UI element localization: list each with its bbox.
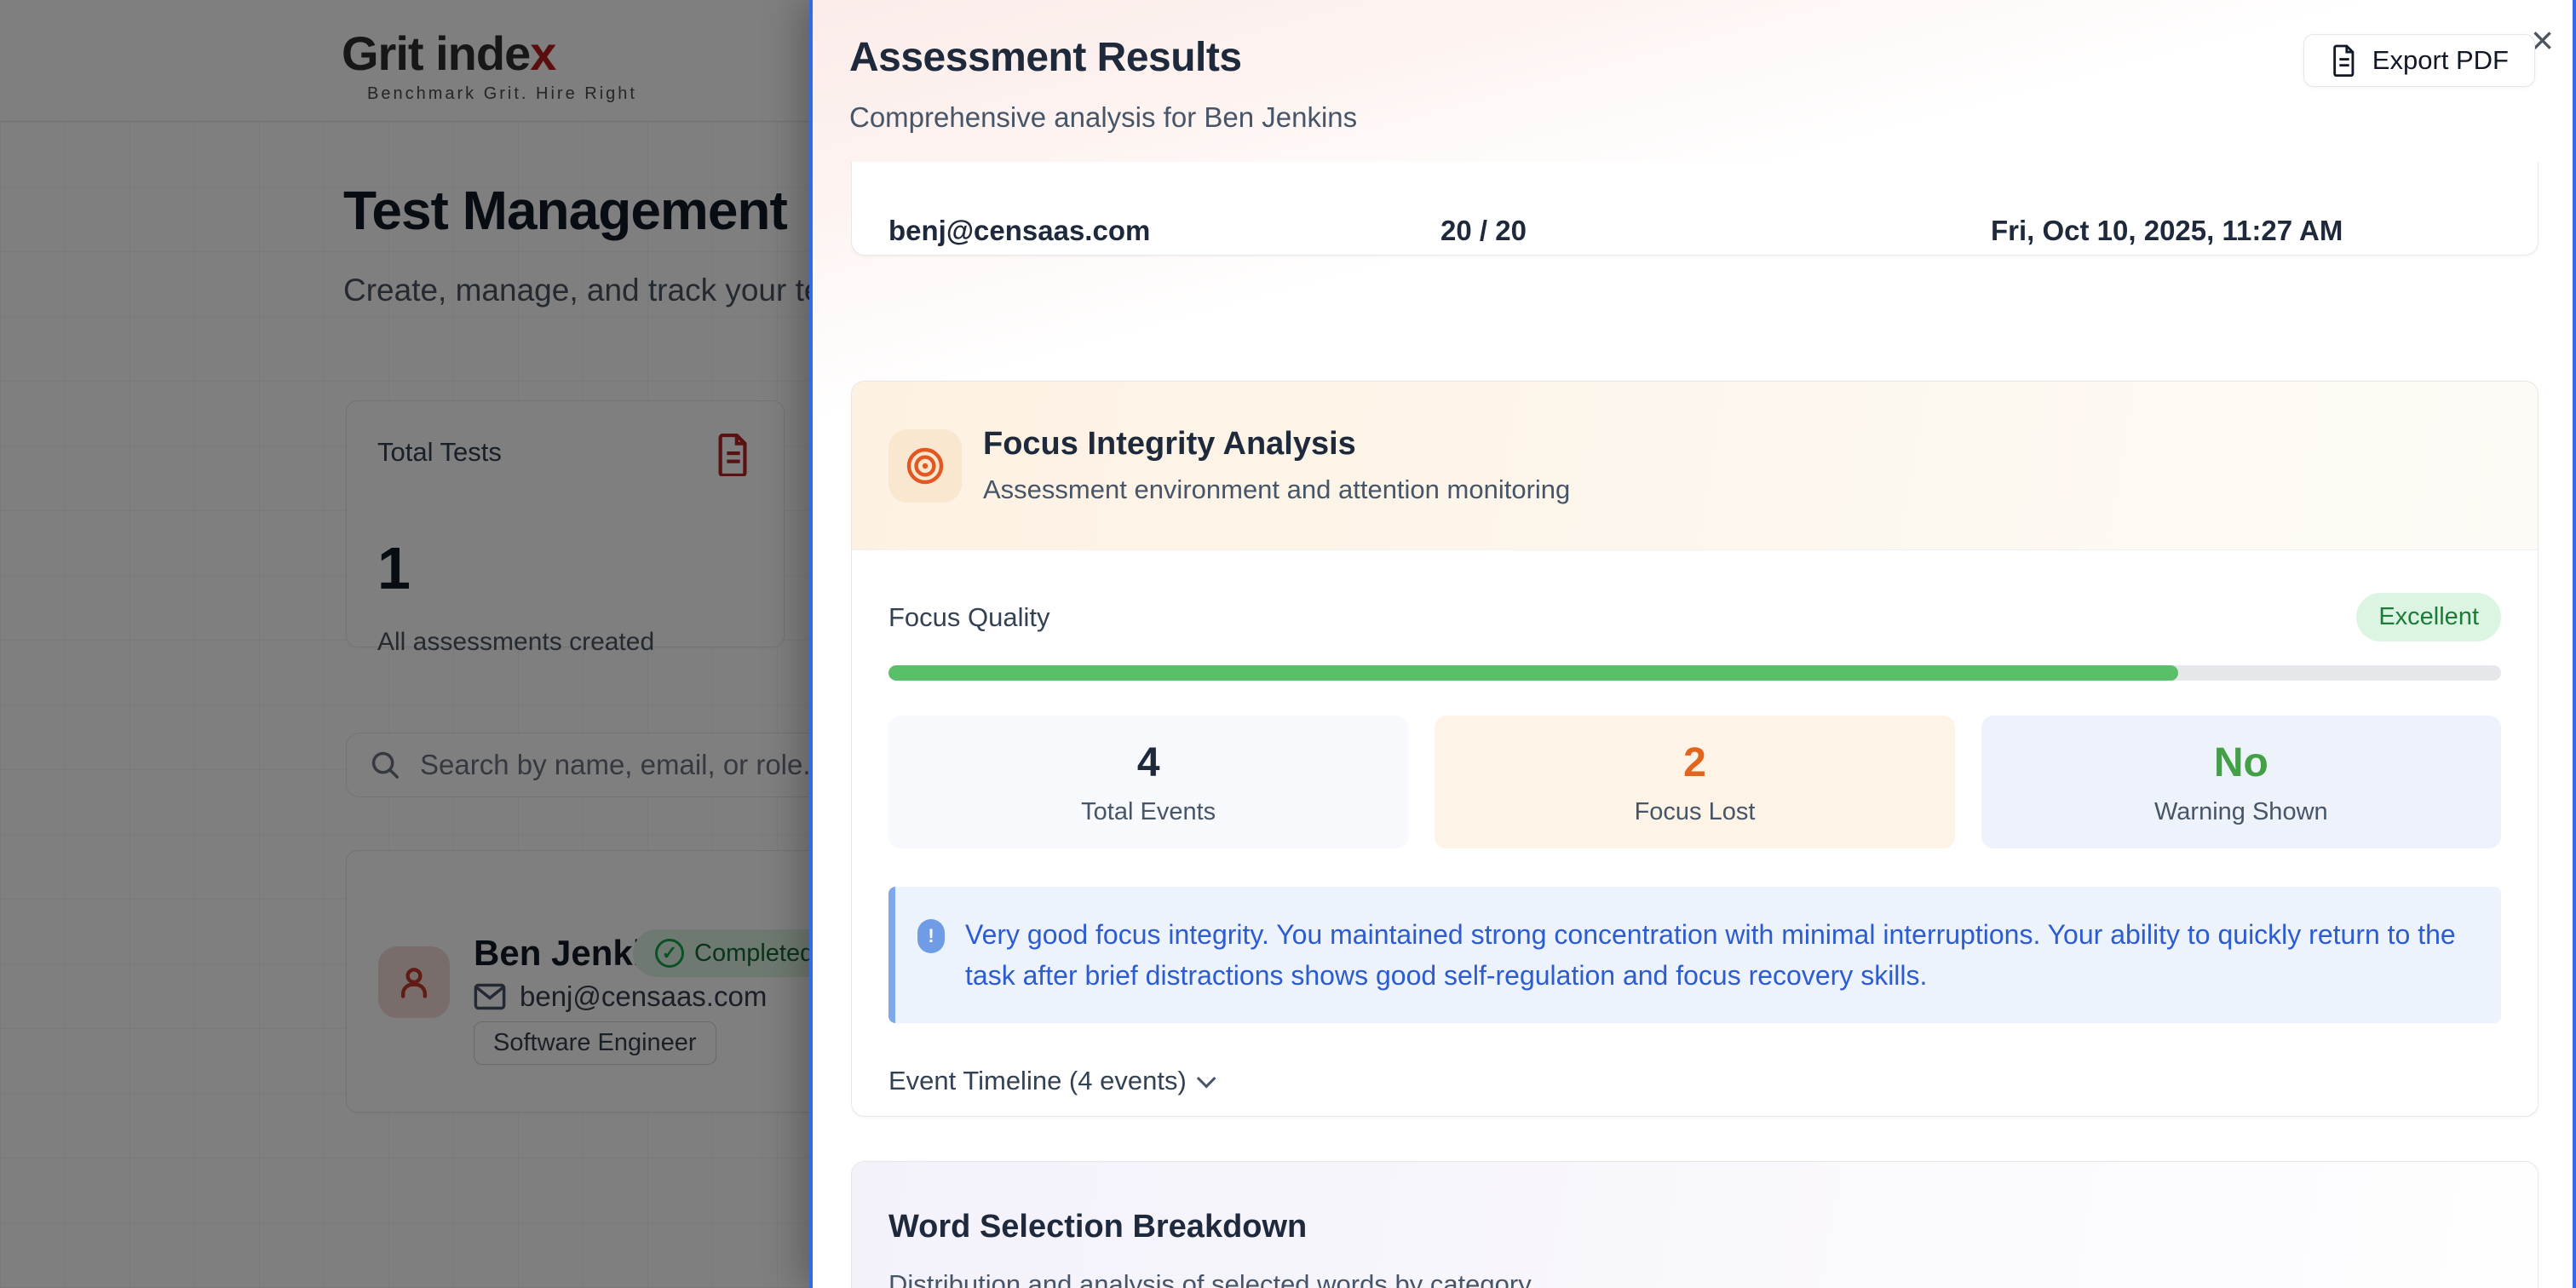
focus-progress-track [888,665,2501,681]
modal-title: Assessment Results [849,35,1242,80]
stat-total-events-value: 4 [1136,740,1160,785]
file-icon [2330,44,2359,77]
stat-warning-shown: No Warning Shown [1981,716,2501,848]
assessment-results-drawer: × Assessment Results Comprehensive analy… [809,0,2576,1288]
focus-card-title: Focus Integrity Analysis [983,426,1356,462]
info-icon: ! [917,919,945,953]
word-selection-card: Word Selection Breakdown Distribution an… [851,1161,2539,1288]
focus-card-subtitle: Assessment environment and attention mon… [983,474,1571,504]
chevron-down-icon [1196,1068,1216,1089]
focus-card-body: Focus Quality Excellent 4 Total Events 2… [852,550,2538,1096]
modal-subtitle: Comprehensive analysis for Ben Jenkins [849,101,1358,133]
focus-quality-badge: Excellent [2356,593,2501,641]
stat-total-events: 4 Total Events [888,716,1409,848]
summary-score: 20 / 20 [1440,215,1527,246]
word-selection-title: Word Selection Breakdown [888,1209,1308,1245]
summary-date: Fri, Oct 10, 2025, 11:27 AM [1991,215,2343,246]
summary-card: benj@censaas.com 20 / 20 Fri, Oct 10, 20… [851,162,2539,256]
modal-header: Assessment Results Comprehensive analysi… [849,0,2539,162]
stat-warning-shown-value: No [2213,740,2268,785]
target-icon [888,428,962,503]
focus-note-text: Very good focus integrity. You maintaine… [965,919,2456,991]
focus-progress-fill [888,665,2179,681]
focus-note-callout: ! Very good focus integrity. You maintai… [888,887,2501,1023]
summary-email: benj@censaas.com [888,215,1151,246]
export-pdf-button[interactable]: Export PDF [2303,34,2535,87]
focus-card-header: Focus Integrity Analysis Assessment envi… [852,382,2538,550]
focus-quality-label: Focus Quality [888,601,1050,632]
stat-warning-shown-label: Warning Shown [2154,798,2328,825]
focus-card-heading: Focus Integrity Analysis Assessment envi… [983,426,1570,505]
word-selection-subtitle: Distribution and analysis of selected wo… [888,1269,1532,1288]
focus-quality-row: Focus Quality Excellent [888,593,2501,641]
modal-content: benj@censaas.com 20 / 20 Fri, Oct 10, 20… [851,162,2539,1288]
export-pdf-label: Export PDF [2372,45,2509,75]
focus-integrity-card: Focus Integrity Analysis Assessment envi… [851,381,2539,1117]
stat-focus-lost-label: Focus Lost [1634,798,1756,825]
event-timeline-label: Event Timeline (4 events) [888,1066,1187,1095]
stat-focus-lost: 2 Focus Lost [1435,716,1955,848]
word-selection-header: Word Selection Breakdown Distribution an… [852,1162,2538,1288]
focus-stats-row: 4 Total Events 2 Focus Lost No Warning S… [888,716,2501,848]
stat-total-events-label: Total Events [1081,798,1216,825]
stat-focus-lost-value: 2 [1683,740,1706,785]
event-timeline-toggle[interactable]: Event Timeline (4 events) [888,1066,1216,1096]
